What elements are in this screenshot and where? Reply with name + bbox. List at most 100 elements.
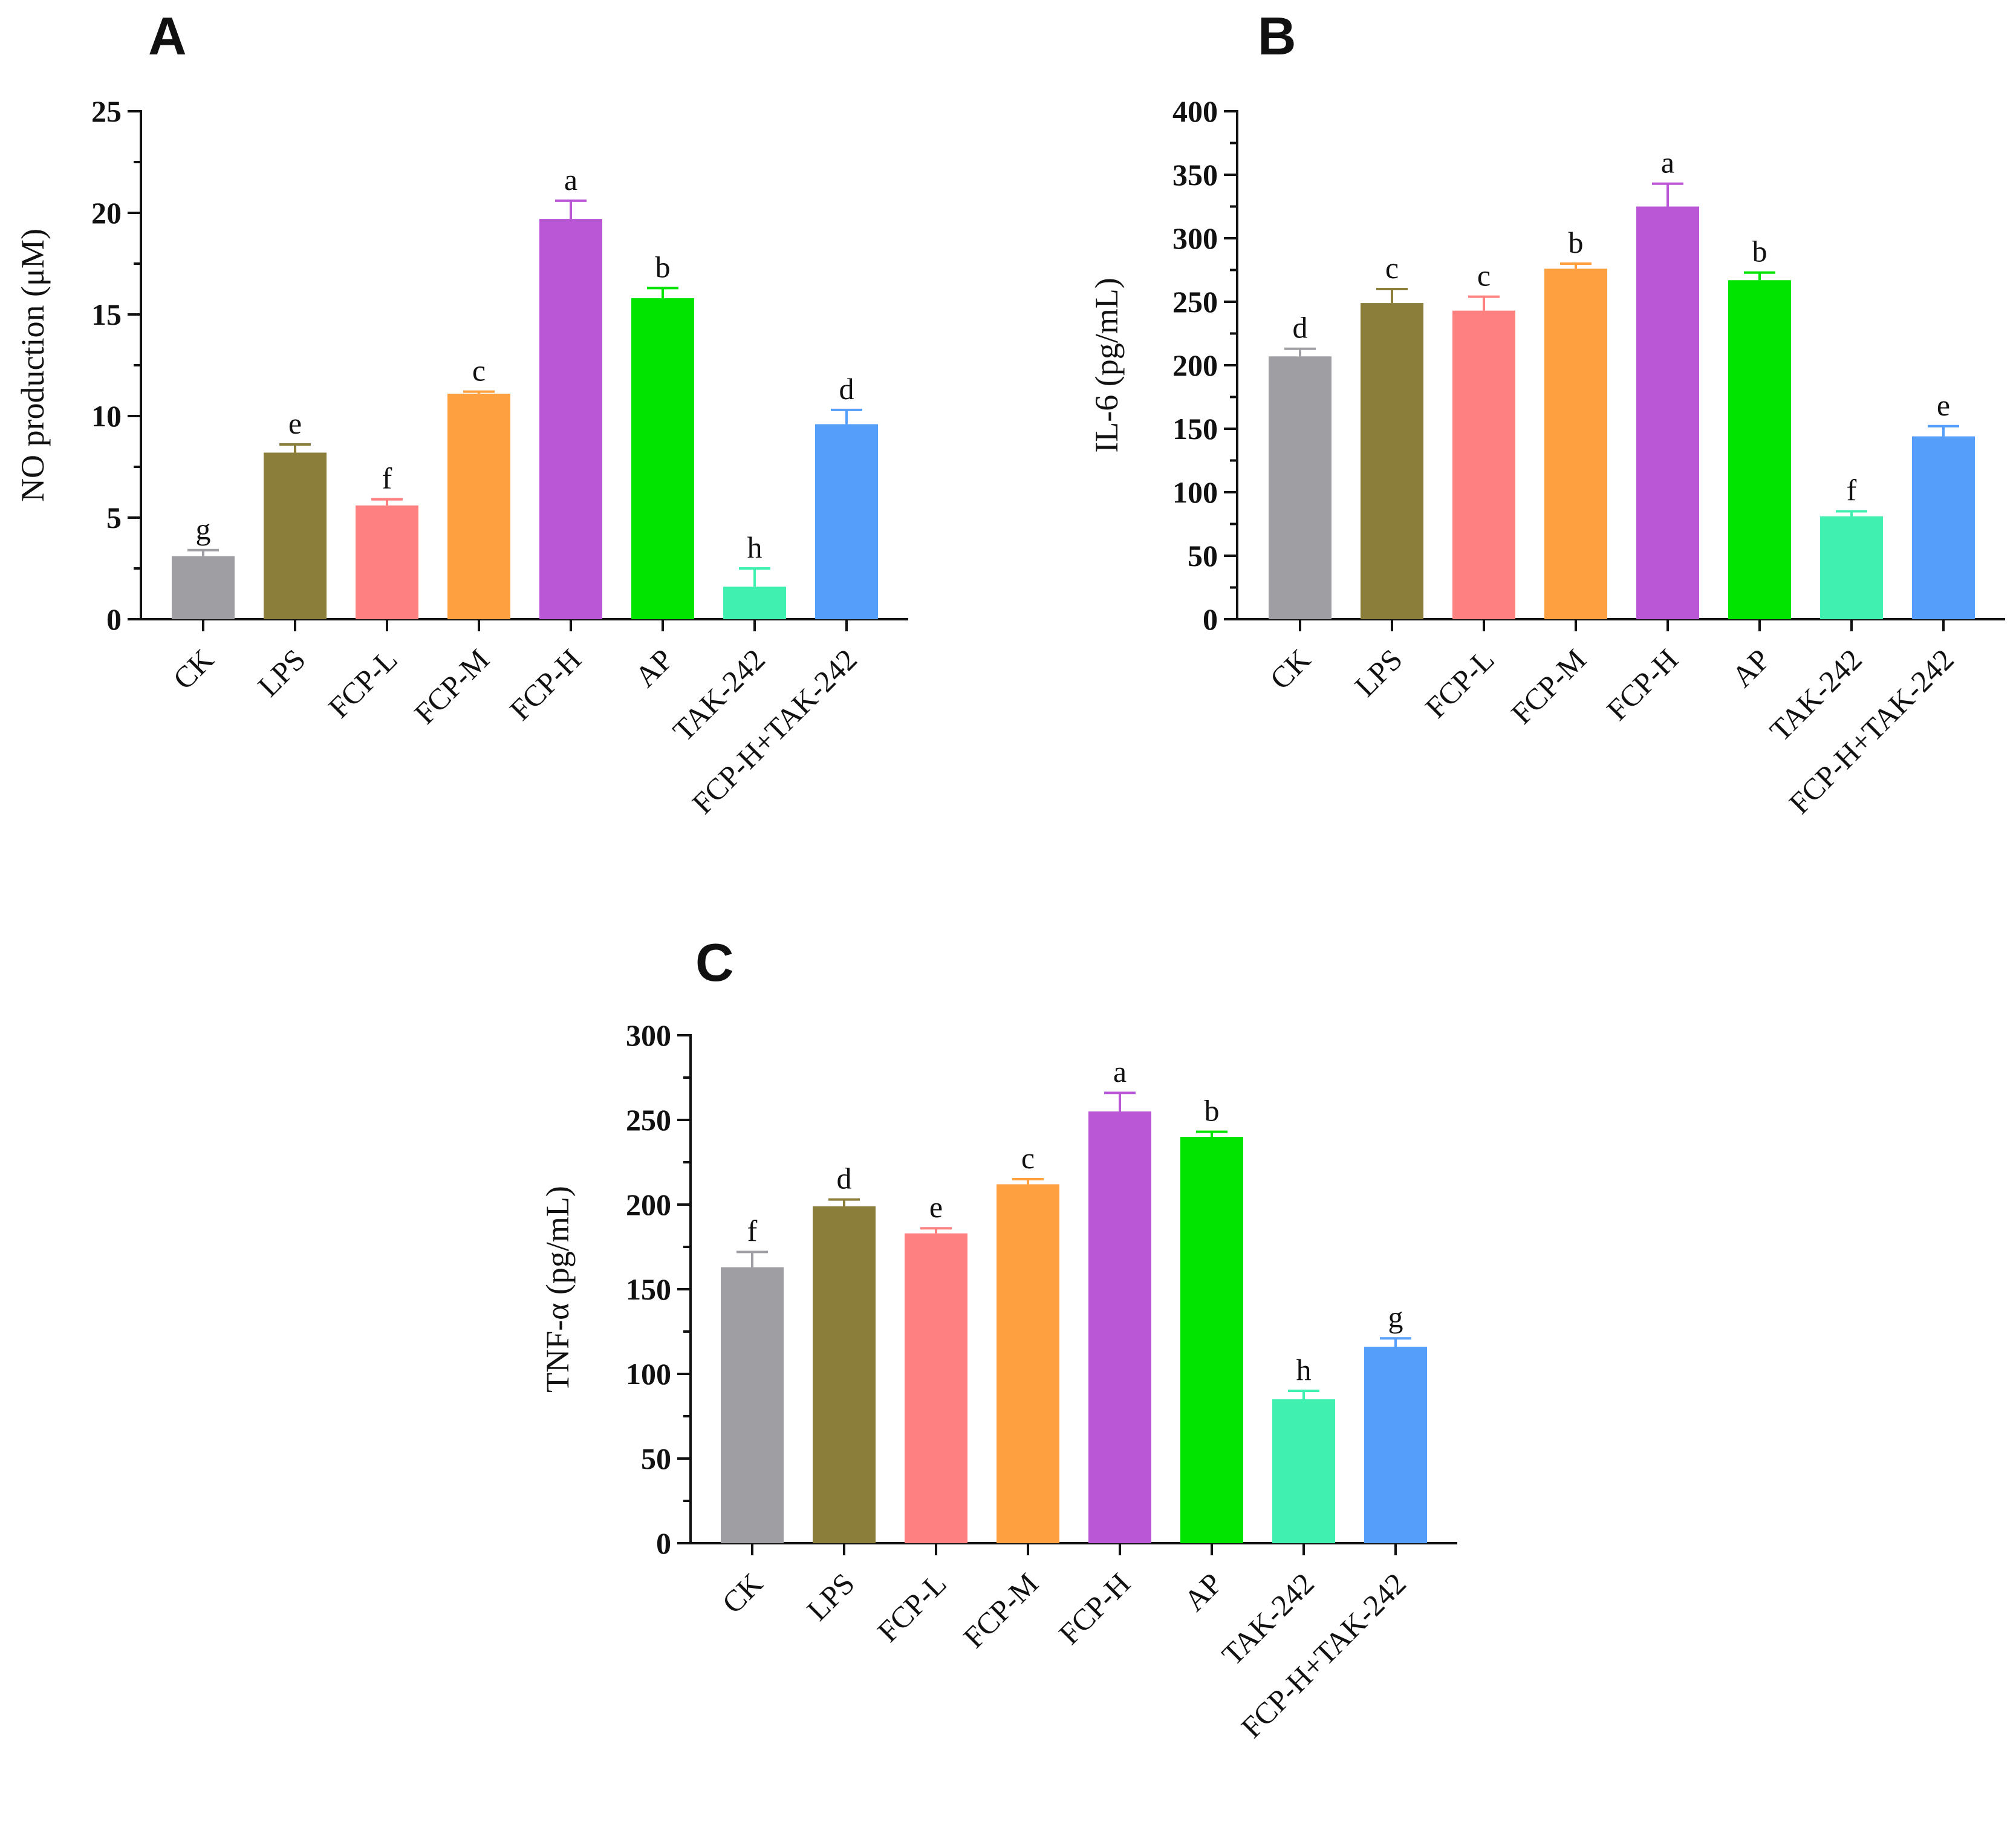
- bar-fcp-m: [997, 1184, 1059, 1543]
- x-tick-label: AP: [1177, 1566, 1229, 1618]
- bar-fcp-l: [356, 505, 418, 619]
- significance-letter: h: [747, 530, 763, 564]
- significance-letter: e: [288, 406, 302, 440]
- panel-a: A NO production (μM) 0 5 10 15 20 25 g CK e LPS f FCP…: [15, 6, 908, 821]
- y-tick-label: 350: [1172, 158, 1218, 192]
- bar-lps: [264, 452, 327, 619]
- bar-fcp-l: [905, 1233, 967, 1543]
- x-tick-label: LPS: [1348, 642, 1409, 703]
- bar-fcp-h: [1088, 1111, 1151, 1543]
- significance-letter: d: [837, 1162, 852, 1196]
- significance-letter: h: [1296, 1353, 1312, 1387]
- significance-letter: b: [655, 250, 671, 284]
- x-tick-label: FCP-L: [871, 1566, 953, 1648]
- significance-letter: c: [1477, 259, 1491, 293]
- significance-letter: g: [196, 512, 211, 546]
- x-tick-label: FCP-H+TAK-242: [685, 642, 863, 820]
- y-tick-label: 10: [91, 399, 122, 433]
- bar-ap: [631, 298, 694, 619]
- y-tick-label: 20: [91, 196, 122, 230]
- x-tick-label: AP: [1725, 642, 1777, 694]
- x-tick-label: FCP-H: [503, 642, 588, 727]
- y-tick-label: 50: [1188, 539, 1218, 573]
- x-tick-label: CK: [715, 1566, 769, 1620]
- y-tick-label: 25: [91, 94, 122, 128]
- x-tick-label: FCP-L: [322, 642, 404, 724]
- x-tick-label: CK: [1263, 642, 1317, 696]
- y-axis-label: TNF-α (pg/mL): [539, 1186, 576, 1393]
- significance-letter: f: [747, 1214, 758, 1248]
- x-tick-label: FCP-M: [957, 1566, 1045, 1654]
- y-tick-label: 400: [1172, 94, 1218, 128]
- significance-letter: e: [1937, 388, 1950, 422]
- panel-letter: B: [1258, 6, 1296, 66]
- y-tick-label: 0: [1203, 602, 1218, 636]
- x-tick-label: FCP-M: [408, 642, 496, 730]
- panel-letter: A: [148, 6, 187, 66]
- bar-fcp-h-tak-242: [1364, 1347, 1427, 1543]
- significance-letter: c: [1021, 1141, 1035, 1175]
- significance-letter: c: [1385, 251, 1399, 285]
- x-tick-label: LPS: [800, 1566, 861, 1627]
- y-axis-label: IL-6 (pg/mL): [1088, 278, 1125, 452]
- y-tick-label: 250: [626, 1103, 671, 1137]
- y-tick-label: 0: [656, 1526, 671, 1560]
- bar-fcp-h-tak-242: [1912, 436, 1975, 619]
- bar-lps: [1361, 303, 1423, 620]
- bar-fcp-l: [1452, 310, 1515, 619]
- significance-letter: b: [1205, 1094, 1220, 1128]
- bar-ck: [172, 556, 235, 619]
- significance-letter: a: [1113, 1055, 1127, 1088]
- significance-letter: g: [1388, 1300, 1403, 1334]
- bar-tak-242: [723, 587, 786, 619]
- significance-letter: b: [1752, 235, 1767, 268]
- bar-fcp-h: [539, 219, 602, 620]
- significance-letter: b: [1569, 226, 1584, 259]
- y-tick-label: 100: [626, 1357, 671, 1391]
- significance-letter: a: [1661, 146, 1674, 180]
- x-tick-label: FCP-H+TAK-242: [1782, 642, 1960, 820]
- y-tick-label: 50: [641, 1442, 671, 1475]
- x-tick-label: FCP-H+TAK-242: [1234, 1566, 1412, 1744]
- y-tick-label: 250: [1172, 285, 1218, 319]
- bar-fcp-h-tak-242: [815, 424, 878, 619]
- bar-ap: [1180, 1137, 1243, 1543]
- x-tick-label: CK: [166, 642, 220, 696]
- bar-fcp-m: [1544, 268, 1607, 619]
- y-tick-label: 300: [626, 1018, 671, 1052]
- panel-letter: C: [695, 932, 734, 992]
- bar-fcp-h: [1636, 206, 1699, 619]
- y-tick-label: 200: [1172, 348, 1218, 382]
- y-tick-label: 0: [106, 602, 122, 636]
- significance-letter: f: [1847, 473, 1857, 507]
- y-tick-label: 15: [91, 298, 122, 331]
- bar-ap: [1728, 280, 1791, 619]
- x-tick-label: FCP-H: [1052, 1566, 1137, 1651]
- y-tick-label: 100: [1172, 475, 1218, 509]
- x-tick-label: AP: [628, 642, 680, 694]
- y-tick-label: 300: [1172, 221, 1218, 255]
- y-axis-label: NO production (μM): [15, 229, 51, 502]
- panel-c: C TNF-α (pg/mL) 0 50 100 150 200 250 300 f CK d LPS e…: [539, 932, 1457, 1745]
- bar-ck: [1269, 356, 1332, 619]
- significance-letter: d: [1293, 311, 1308, 345]
- y-tick-label: 200: [626, 1188, 671, 1222]
- significance-letter: e: [929, 1190, 943, 1224]
- significance-letter: f: [382, 461, 392, 495]
- x-tick-label: FCP-L: [1419, 642, 1501, 724]
- y-tick-label: 150: [626, 1272, 671, 1306]
- bar-tak-242: [1272, 1399, 1335, 1543]
- bar-lps: [813, 1206, 876, 1543]
- significance-letter: a: [564, 163, 577, 197]
- bar-ck: [721, 1267, 784, 1543]
- significance-letter: c: [472, 354, 486, 388]
- x-tick-label: LPS: [251, 642, 312, 703]
- x-tick-label: FCP-M: [1504, 642, 1593, 730]
- y-tick-label: 150: [1172, 412, 1218, 446]
- panel-b: B IL-6 (pg/mL) 0 50 100 150 200 250 300 350 400 d CK…: [1088, 6, 2005, 821]
- significance-letter: d: [839, 372, 854, 406]
- bar-fcp-m: [447, 394, 510, 619]
- x-tick-label: FCP-H: [1600, 642, 1685, 727]
- y-tick-label: 5: [106, 501, 122, 535]
